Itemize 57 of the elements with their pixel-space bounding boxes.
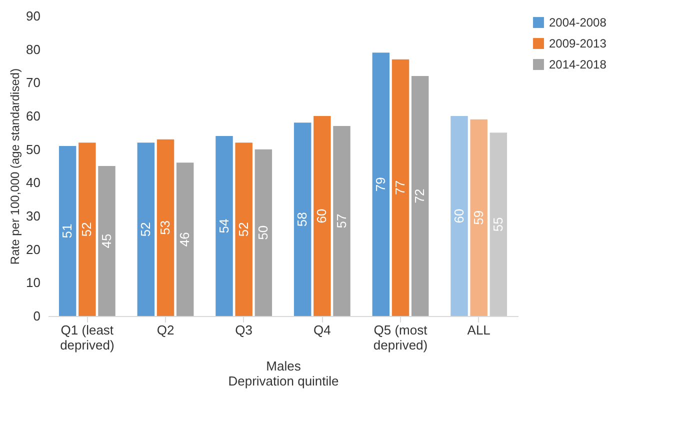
bar [78,142,96,316]
y-tick-label: 10 [26,275,40,290]
y-tick-label: 0 [33,308,40,324]
data-label: 51 [60,224,75,238]
bar [156,139,174,316]
legend-label: 2004-2008 [549,16,607,30]
y-tick-label: 70 [26,75,40,90]
data-label: 60 [451,208,466,224]
y-tick-label: 80 [26,42,40,57]
y-tick-label: 30 [26,208,40,224]
y-axis-title: Rate per 100,000 (age standardised) [8,68,22,265]
data-label: 45 [98,234,114,248]
data-label: 53 [158,220,172,235]
data-label: 54 [216,218,232,234]
x-tick-label: ALL [467,322,490,338]
y-tick-label: 50 [26,142,40,157]
data-label: 46 [177,232,192,247]
bar [176,162,194,316]
x-axis-title: Deprivation quintile [228,374,339,388]
bar [216,136,233,316]
data-label: 72 [412,188,428,204]
data-label: 58 [294,212,310,227]
y-tick-label: 90 [26,8,40,24]
data-label: 60 [314,208,330,224]
bar [58,146,76,316]
bar [235,142,252,316]
bar [470,119,488,316]
data-label: 52 [79,222,94,237]
bar [490,132,508,316]
legend-label: 2009-2013 [549,36,607,50]
data-label: 50 [255,225,270,240]
bar [450,116,468,316]
x-tick-label: Q1 (least deprived) [60,322,114,352]
data-label: 52 [236,222,251,237]
bar [137,142,155,316]
x-tick-label: Q2 [156,322,174,338]
y-tick-label: 20 [26,242,40,257]
data-label: 59 [470,210,486,225]
bar [372,52,390,316]
bar [254,149,272,316]
data-label: 79 [372,177,388,192]
x-tick-label: Q5 (most deprived) [373,322,428,352]
bar [294,122,312,316]
text: Males [266,358,302,374]
bar [392,59,410,316]
data-label: 57 [334,214,349,228]
data-label: 77 [392,180,408,195]
y-tick-label: 40 [26,175,40,190]
legend-label: 2014-2018 [549,58,607,72]
bar [98,166,116,316]
bar [314,116,331,316]
x-tick-label: Q4 [313,322,331,338]
x-tick-label: Q3 [235,322,253,338]
data-label: 52 [138,222,153,237]
bar [411,76,429,316]
bar [333,126,350,316]
y-tick-label: 60 [26,108,40,124]
